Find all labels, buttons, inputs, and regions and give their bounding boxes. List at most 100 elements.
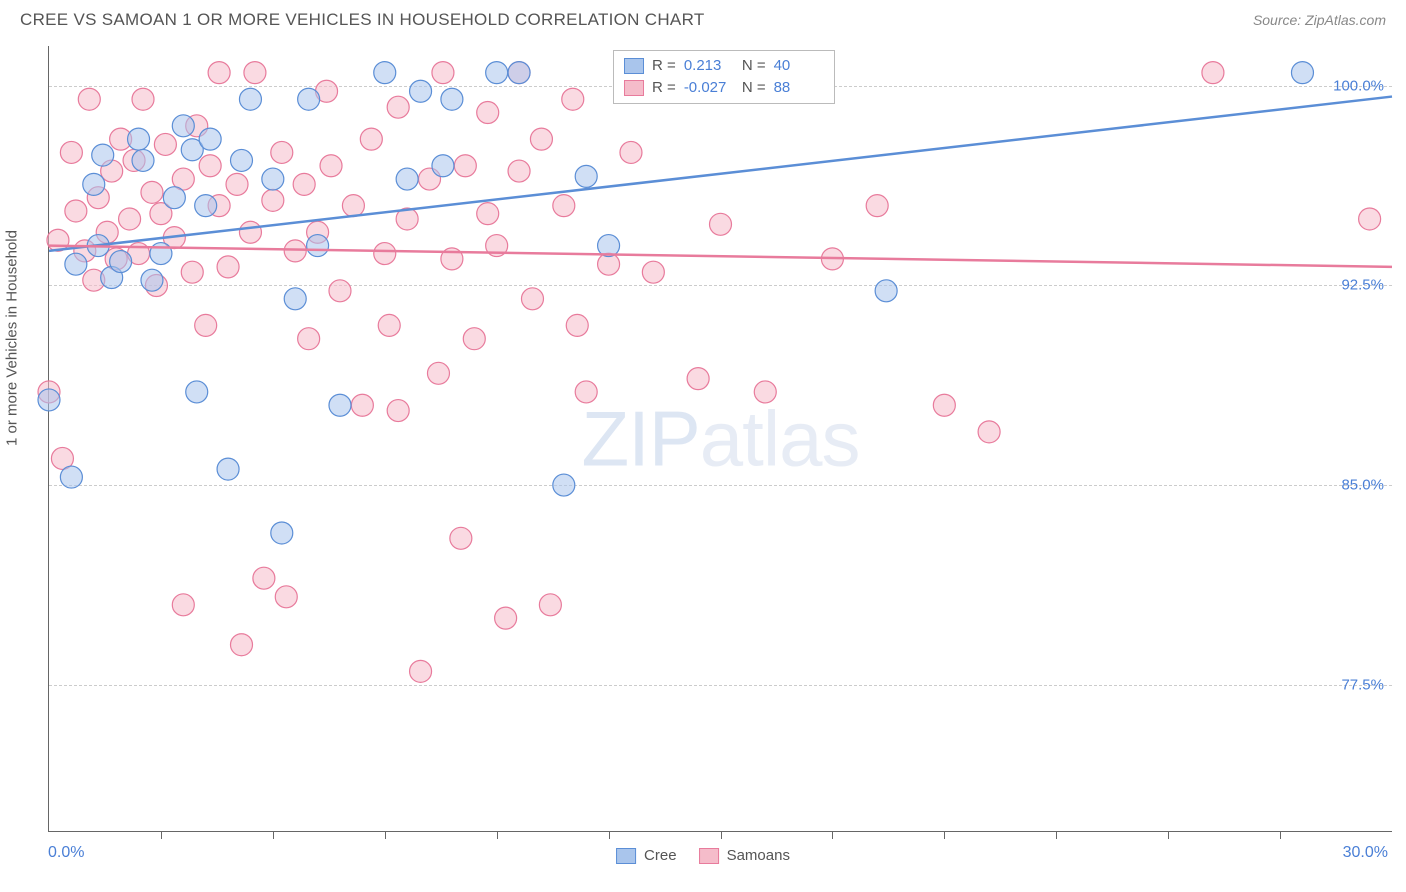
data-point bbox=[262, 168, 284, 190]
data-point bbox=[262, 189, 284, 211]
y-tick-label: 100.0% bbox=[1333, 77, 1384, 94]
trend-line bbox=[49, 246, 1392, 267]
data-point bbox=[275, 586, 297, 608]
data-point bbox=[284, 240, 306, 262]
x-axis-min-label: 0.0% bbox=[48, 844, 84, 862]
data-point bbox=[463, 328, 485, 350]
legend-item-samoans: Samoans bbox=[699, 847, 790, 864]
data-point bbox=[710, 213, 732, 235]
data-point bbox=[374, 243, 396, 265]
data-point bbox=[293, 173, 315, 195]
data-point bbox=[387, 400, 409, 422]
data-point bbox=[329, 394, 351, 416]
data-point bbox=[427, 362, 449, 384]
data-point bbox=[128, 128, 150, 150]
data-point bbox=[65, 253, 87, 275]
data-point bbox=[410, 80, 432, 102]
data-point bbox=[141, 181, 163, 203]
data-point bbox=[60, 141, 82, 163]
data-point bbox=[78, 88, 100, 110]
source-label: Source: ZipAtlas.com bbox=[1253, 12, 1386, 28]
r-label: R = bbox=[652, 77, 676, 99]
data-point bbox=[141, 269, 163, 291]
data-point bbox=[432, 155, 454, 177]
y-tick-label: 85.0% bbox=[1341, 477, 1384, 494]
r-label: R = bbox=[652, 55, 676, 77]
data-point bbox=[866, 195, 888, 217]
data-point bbox=[477, 203, 499, 225]
data-point bbox=[195, 195, 217, 217]
data-point bbox=[65, 200, 87, 222]
data-point bbox=[217, 458, 239, 480]
data-point bbox=[351, 394, 373, 416]
legend-item-cree: Cree bbox=[616, 847, 677, 864]
legend-row-samoans: R = -0.027 N = 88 bbox=[624, 77, 824, 99]
swatch-cree bbox=[624, 58, 644, 74]
data-point bbox=[186, 381, 208, 403]
data-point bbox=[642, 261, 664, 283]
data-point bbox=[172, 115, 194, 137]
data-point bbox=[539, 594, 561, 616]
data-point bbox=[754, 381, 776, 403]
swatch-samoans bbox=[624, 80, 644, 96]
n-value-samoans: 88 bbox=[774, 77, 824, 99]
data-point bbox=[329, 280, 351, 302]
data-point bbox=[495, 607, 517, 629]
data-point bbox=[239, 221, 261, 243]
data-point bbox=[132, 149, 154, 171]
data-point bbox=[38, 389, 60, 411]
data-point bbox=[284, 288, 306, 310]
data-point bbox=[119, 208, 141, 230]
swatch-cree-icon bbox=[616, 848, 636, 864]
chart-title: CREE VS SAMOAN 1 OR MORE VEHICLES IN HOU… bbox=[20, 10, 705, 30]
data-point bbox=[978, 421, 1000, 443]
n-value-cree: 40 bbox=[774, 55, 824, 77]
data-point bbox=[92, 144, 114, 166]
data-point bbox=[163, 187, 185, 209]
data-point bbox=[508, 62, 530, 84]
data-point bbox=[195, 314, 217, 336]
data-point bbox=[687, 368, 709, 390]
data-point bbox=[378, 314, 400, 336]
data-point bbox=[172, 594, 194, 616]
n-label: N = bbox=[742, 77, 766, 99]
data-point bbox=[150, 243, 172, 265]
n-label: N = bbox=[742, 55, 766, 77]
chart-area: ZIPatlas R = 0.213 N = 40 R = -0.027 N =… bbox=[48, 46, 1392, 832]
data-point bbox=[553, 474, 575, 496]
correlation-legend: R = 0.213 N = 40 R = -0.027 N = 88 bbox=[613, 50, 835, 104]
data-point bbox=[575, 165, 597, 187]
data-point bbox=[450, 527, 472, 549]
r-value-samoans: -0.027 bbox=[684, 77, 734, 99]
data-point bbox=[230, 149, 252, 171]
data-point bbox=[1291, 62, 1313, 84]
y-tick-label: 77.5% bbox=[1341, 676, 1384, 693]
data-point bbox=[253, 567, 275, 589]
data-point bbox=[226, 173, 248, 195]
data-point bbox=[271, 141, 293, 163]
data-point bbox=[320, 155, 342, 177]
data-point bbox=[154, 133, 176, 155]
data-point bbox=[298, 88, 320, 110]
data-point bbox=[575, 381, 597, 403]
scatter-plot bbox=[49, 46, 1392, 831]
data-point bbox=[1359, 208, 1381, 230]
y-axis-title: 1 or more Vehicles in Household bbox=[4, 230, 21, 446]
data-point bbox=[396, 168, 418, 190]
data-point bbox=[508, 160, 530, 182]
data-point bbox=[410, 660, 432, 682]
data-point bbox=[530, 128, 552, 150]
data-point bbox=[271, 522, 293, 544]
data-point bbox=[875, 280, 897, 302]
data-point bbox=[217, 256, 239, 278]
data-point bbox=[208, 62, 230, 84]
data-point bbox=[342, 195, 364, 217]
data-point bbox=[374, 62, 396, 84]
data-point bbox=[477, 102, 499, 124]
data-point bbox=[441, 88, 463, 110]
data-point bbox=[181, 261, 203, 283]
data-point bbox=[486, 62, 508, 84]
legend-label-cree: Cree bbox=[644, 847, 677, 864]
r-value-cree: 0.213 bbox=[684, 55, 734, 77]
data-point bbox=[933, 394, 955, 416]
